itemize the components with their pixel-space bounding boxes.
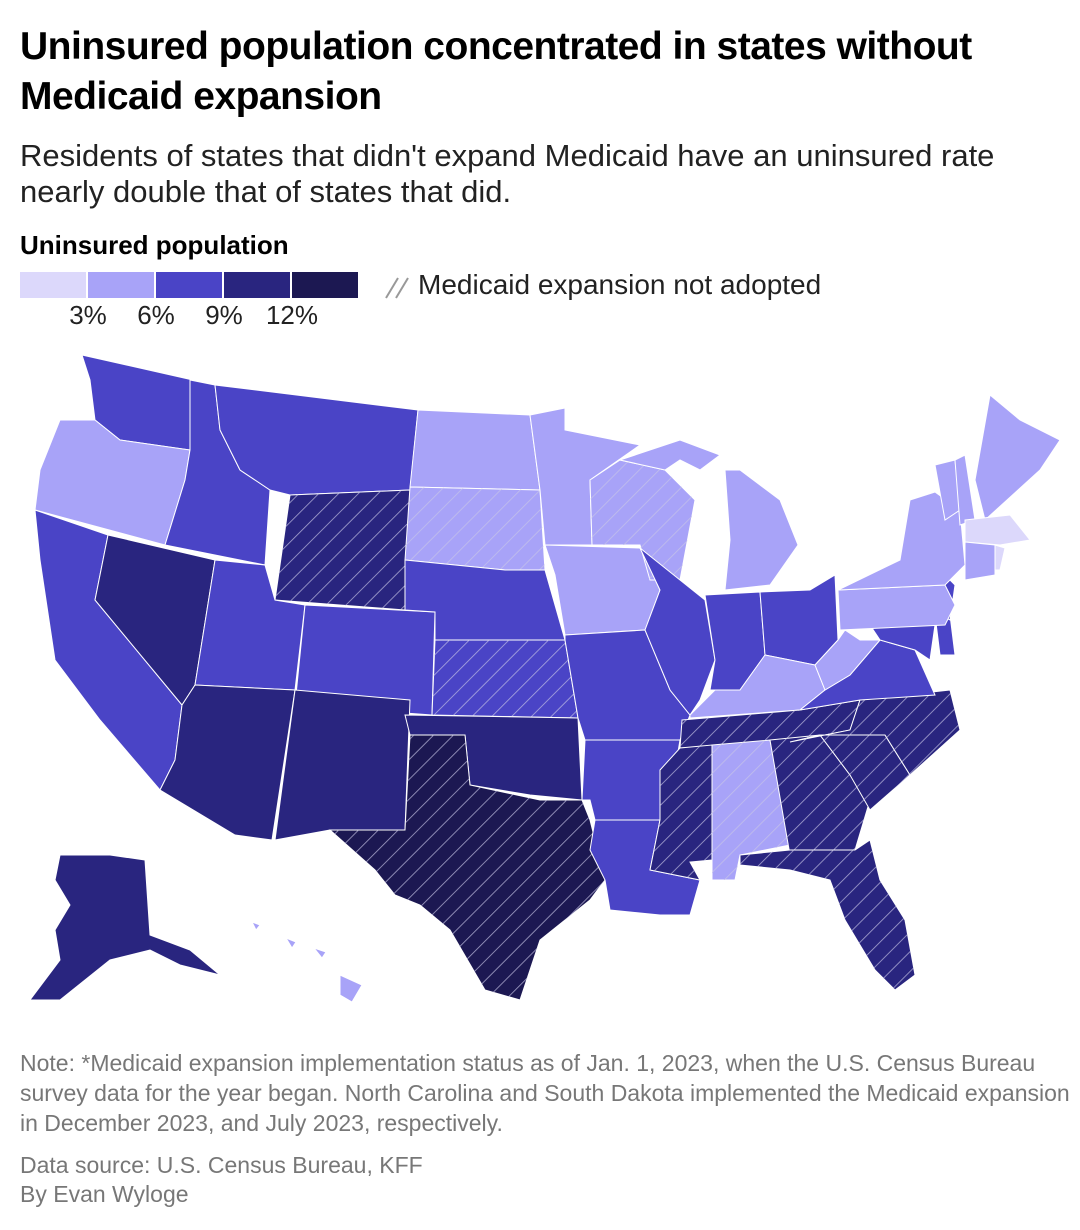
legend-tick: 3% xyxy=(69,300,107,330)
hatch-fl xyxy=(740,840,915,990)
state-pa xyxy=(837,584,956,631)
hatch-tx xyxy=(330,735,605,1000)
legend-swatch xyxy=(156,272,222,298)
state-oh xyxy=(759,574,839,666)
byline: By Evan Wyloge xyxy=(20,1181,189,1207)
hatch-legend-label: Medicaid expansion not adopted xyxy=(418,269,822,300)
state-me xyxy=(974,394,1061,521)
us-map xyxy=(29,354,1061,1003)
chart-subtitle: Residents of states that didn't expand M… xyxy=(20,138,995,209)
state-hi xyxy=(284,936,297,949)
legend-tick: 9% xyxy=(205,300,243,330)
hatch-icon xyxy=(385,277,409,299)
state-ky xyxy=(689,654,826,719)
hatch-ga xyxy=(770,735,870,855)
hatch-nc xyxy=(790,690,960,775)
legend-swatch xyxy=(20,272,86,298)
state-mi xyxy=(618,439,722,471)
state-ia xyxy=(544,544,661,636)
legend-swatch xyxy=(88,272,154,298)
hatch-sc xyxy=(820,735,910,810)
state-hi xyxy=(339,974,363,1003)
state-mi xyxy=(724,469,799,591)
legend-tick: 12% xyxy=(265,300,319,330)
hatch-wi xyxy=(590,460,695,580)
state-nd xyxy=(409,409,541,491)
state-ct xyxy=(964,541,996,581)
state-wv xyxy=(814,629,882,691)
state-il xyxy=(639,547,716,716)
state-ri xyxy=(994,544,1006,571)
hatch-al xyxy=(712,740,790,880)
legend-title: Uninsured population xyxy=(20,230,289,260)
state-az xyxy=(159,684,296,841)
state-hi xyxy=(312,946,327,959)
state-ma xyxy=(964,514,1031,546)
hatch-ks xyxy=(432,640,578,718)
state-hi xyxy=(250,921,261,931)
state-ak xyxy=(29,854,221,1001)
legend-swatch xyxy=(292,272,358,298)
hatch-sd xyxy=(405,487,545,570)
chart-title: Uninsured population concentrated in sta… xyxy=(20,25,972,118)
state-nm xyxy=(274,689,411,841)
legend-swatch xyxy=(224,272,290,298)
hatch-wy xyxy=(275,490,410,610)
hatch-ms xyxy=(650,745,712,880)
data-source: Data source: U.S. Census Bureau, KFF xyxy=(20,1152,423,1178)
footnote: Note: *Medicaid expansion implementation… xyxy=(20,1050,1070,1136)
legend-tick: 6% xyxy=(137,300,175,330)
